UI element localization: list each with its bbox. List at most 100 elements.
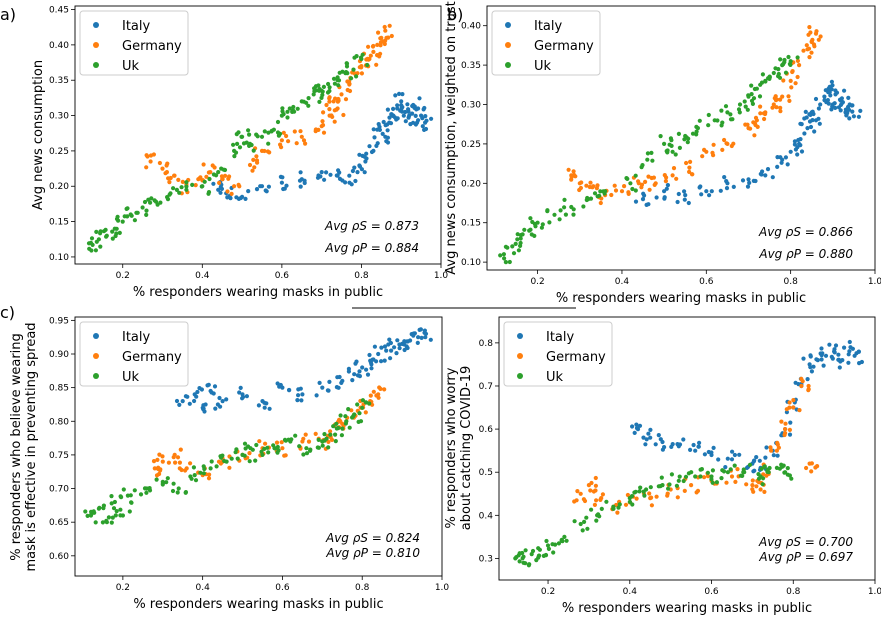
point-cloud-uk xyxy=(331,76,337,81)
point-cloud-italy xyxy=(219,186,224,191)
point-cloud-uk xyxy=(118,507,123,512)
point-cloud-italy xyxy=(819,357,824,362)
stat-annotation: Avg ρS = 0.866 xyxy=(758,225,853,239)
point-italy-19 xyxy=(416,335,421,340)
point-cloud-uk xyxy=(746,93,751,98)
point-cloud-germany xyxy=(593,483,599,488)
point-uk-15 xyxy=(725,470,731,475)
point-cloud-uk xyxy=(254,132,259,137)
point-cloud-germany xyxy=(687,169,692,174)
point-cloud-italy xyxy=(829,79,835,84)
point-cloud-germany xyxy=(784,407,789,412)
point-cloud-uk xyxy=(333,439,338,444)
point-cloud-italy xyxy=(385,135,390,140)
point-cloud-italy xyxy=(352,165,357,170)
point-cloud-uk xyxy=(290,109,295,114)
point-cloud-italy xyxy=(811,364,816,369)
point-cloud-germany xyxy=(778,105,783,110)
point-cloud-germany xyxy=(321,130,327,135)
point-cloud-germany xyxy=(779,419,784,424)
point-cloud-italy xyxy=(298,170,303,175)
point-cloud-italy xyxy=(754,455,759,460)
point-cloud-italy xyxy=(362,170,367,175)
point-cloud-germany xyxy=(274,440,280,445)
point-cloud-germany xyxy=(378,43,383,48)
point-cloud-germany xyxy=(172,173,177,178)
point-cloud-italy xyxy=(350,168,355,174)
points-group xyxy=(83,327,433,525)
y-tick-label: 0.30 xyxy=(49,112,69,122)
point-cloud-italy xyxy=(648,427,653,432)
points-group xyxy=(86,23,434,253)
point-cloud-italy xyxy=(238,195,243,201)
point-cloud-uk xyxy=(333,432,338,437)
point-cloud-germany xyxy=(770,105,775,110)
point-cloud-germany xyxy=(282,453,287,458)
point-cloud-germany xyxy=(227,465,232,470)
point-cloud-uk xyxy=(515,232,520,237)
point-italy-6 xyxy=(319,170,324,175)
y-tick-label: 0.70 xyxy=(49,485,69,495)
x-tick-label: 0.2 xyxy=(116,583,130,593)
point-cloud-uk xyxy=(199,184,204,189)
legend-box xyxy=(79,10,189,76)
point-cloud-germany xyxy=(357,65,362,70)
point-cloud-italy xyxy=(832,347,837,352)
point-cloud-germany xyxy=(180,179,185,184)
y-tick-label: 0.15 xyxy=(461,219,481,229)
point-cloud-italy xyxy=(395,338,400,343)
point-cloud-uk xyxy=(121,487,126,492)
y-axis-label: Avg news consumption xyxy=(31,60,46,210)
point-cloud-italy xyxy=(187,401,192,406)
point-italy-17 xyxy=(399,99,404,104)
point-cloud-uk xyxy=(503,260,508,265)
point-cloud-germany xyxy=(573,174,578,179)
point-cloud-germany xyxy=(359,71,364,76)
point-cloud-italy xyxy=(836,352,841,357)
point-cloud-italy xyxy=(297,178,303,183)
point-cloud-uk xyxy=(747,462,753,467)
point-cloud-italy xyxy=(809,369,815,374)
point-cloud-italy xyxy=(367,144,372,149)
point-cloud-italy xyxy=(417,96,422,101)
point-germany-16 xyxy=(799,383,804,389)
point-cloud-italy xyxy=(394,351,399,356)
point-cloud-uk xyxy=(339,433,344,438)
point-cloud-italy xyxy=(675,199,680,205)
point-cloud-uk xyxy=(633,188,638,193)
x-tick-label: 0.4 xyxy=(195,583,210,593)
chart-panel-0: 0.2 0.4 0.6 0.8 1.0 0.10 0.15 0.20 0.25 0.30 0.35 0… xyxy=(31,6,448,300)
stat-annotation: Avg ρS = 0.824 xyxy=(325,531,420,545)
point-germany-21 xyxy=(371,49,376,55)
point-cloud-italy xyxy=(314,393,319,398)
point-cloud-germany xyxy=(210,163,215,168)
point-cloud-italy xyxy=(377,124,382,129)
point-cloud-uk xyxy=(219,166,224,171)
stat-annotation: Avg ρP = 0.810 xyxy=(325,546,420,560)
point-cloud-uk xyxy=(147,486,152,491)
point-italy-5 xyxy=(746,177,751,182)
point-cloud-germany xyxy=(223,173,228,178)
point-cloud-italy xyxy=(681,437,686,442)
point-cloud-uk xyxy=(749,92,754,97)
point-cloud-uk xyxy=(705,470,711,475)
point-cloud-germany xyxy=(158,467,163,472)
point-cloud-germany xyxy=(157,452,162,457)
point-cloud-uk xyxy=(546,546,552,552)
point-cloud-germany xyxy=(226,176,231,181)
point-cloud-uk xyxy=(523,548,528,553)
point-italy-8 xyxy=(300,392,305,397)
y-tick-label: 0.85 xyxy=(49,384,69,394)
point-cloud-uk xyxy=(559,538,564,543)
point-cloud-italy xyxy=(401,113,406,118)
point-cloud-italy xyxy=(287,387,292,393)
point-cloud-italy xyxy=(382,358,387,363)
point-cloud-italy xyxy=(716,457,721,462)
point-italy-8 xyxy=(788,149,793,154)
point-cloud-italy xyxy=(423,335,428,340)
point-cloud-italy xyxy=(725,456,730,461)
point-cloud-uk xyxy=(175,490,180,495)
point-italy-2 xyxy=(683,193,688,198)
point-cloud-italy xyxy=(838,108,843,113)
point-cloud-uk xyxy=(645,151,651,156)
